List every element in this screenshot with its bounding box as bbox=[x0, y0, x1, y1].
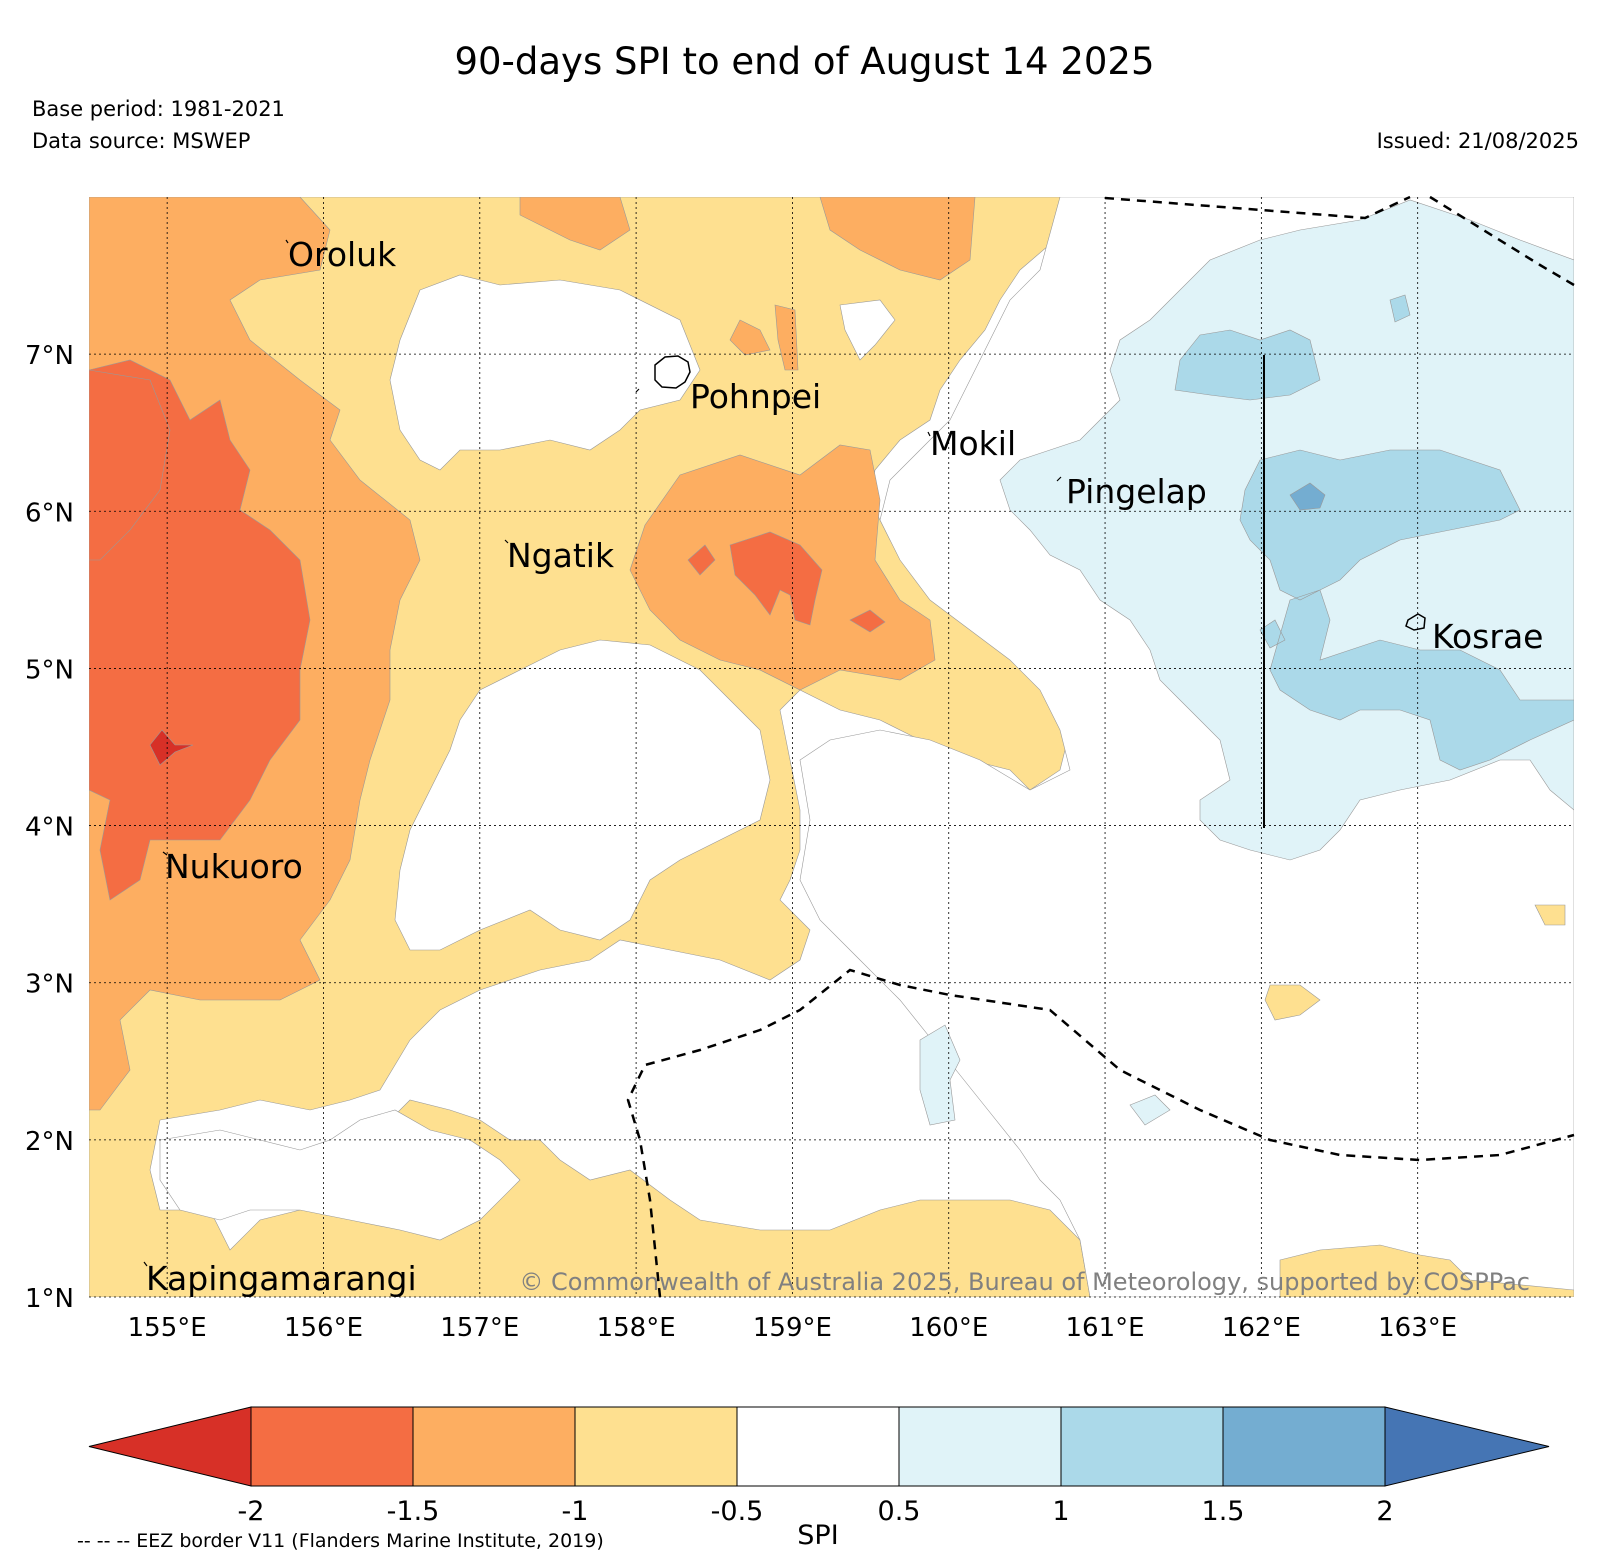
colorbar-tick-label: 1.5 bbox=[1202, 1496, 1245, 1527]
spi-band-dark-red bbox=[149, 729, 194, 766]
place-oroluk: Oroluk bbox=[288, 235, 397, 274]
colorbar-tick-label: -0.5 bbox=[711, 1496, 764, 1527]
place-pingelap: Pingelap bbox=[1066, 472, 1207, 511]
colorbar-tick-label: 1 bbox=[1052, 1496, 1069, 1527]
colorbar-tick-label: -2 bbox=[238, 1496, 265, 1527]
lat-tick-label: 3°N bbox=[25, 970, 74, 1000]
spi-band-neutral-south bbox=[159, 1109, 521, 1241]
colorbar-extend-low bbox=[88, 1406, 252, 1487]
colorbar-segment bbox=[412, 1406, 576, 1487]
place-kapingamarangi: Kapingamarangi bbox=[146, 1259, 417, 1298]
issued-date: Issued: 21/08/2025 bbox=[1376, 129, 1579, 153]
spi-band-dark-blue bbox=[1289, 482, 1326, 511]
map-grid bbox=[89, 197, 1574, 1298]
place-ngatik: Ngatik bbox=[507, 536, 615, 575]
spi-band-red-orange-west bbox=[89, 369, 171, 561]
pohnpei-island bbox=[654, 355, 691, 389]
lon-tick-label: 157°E bbox=[440, 1313, 519, 1343]
colorbar-segment bbox=[1222, 1406, 1386, 1487]
kosrae-island bbox=[1405, 613, 1426, 631]
colorbar-segment bbox=[250, 1406, 414, 1487]
copyright-text: © Commonwealth of Australia 2025, Bureau… bbox=[519, 1268, 1530, 1296]
lat-tick-label: 2°N bbox=[25, 1127, 74, 1157]
lat-tick-label: 5°N bbox=[25, 655, 74, 685]
island-marks bbox=[143, 239, 1062, 1267]
eez-border bbox=[626, 195, 1575, 1298]
spi-band-light-blue-small bbox=[919, 1024, 1171, 1126]
place-pohnpei: Pohnpei bbox=[690, 377, 821, 416]
colorbar-tick-label: -1.5 bbox=[387, 1496, 440, 1527]
lon-tick-label: 161°E bbox=[1066, 1313, 1145, 1343]
colorbar: -2 -1.5 -1 -0.5 0.5 1 1.5 2 bbox=[88, 1406, 1550, 1527]
colorbar-extend-high bbox=[1384, 1406, 1550, 1487]
lon-tick-label: 156°E bbox=[284, 1313, 363, 1343]
spi-band-red-small bbox=[687, 544, 886, 633]
lon-tick-label: 159°E bbox=[753, 1313, 832, 1343]
spi-band-red-central bbox=[729, 531, 823, 626]
place-kosrae: Kosrae bbox=[1432, 617, 1543, 656]
spi-field bbox=[89, 197, 1574, 1297]
place-nukuoro: Nukuoro bbox=[165, 847, 303, 886]
spi-band-medium-blue bbox=[1174, 294, 1574, 771]
lon-tick-label: 162°E bbox=[1222, 1313, 1301, 1343]
lat-tick-label: 6°N bbox=[25, 498, 74, 528]
colorbar-segment bbox=[898, 1406, 1062, 1487]
spi-band-neutral-central bbox=[394, 639, 771, 951]
lon-tick-label: 160°E bbox=[909, 1313, 988, 1343]
lat-tick-label: 7°N bbox=[25, 341, 74, 371]
colorbar-segment bbox=[574, 1406, 738, 1487]
lon-tick-label: 155°E bbox=[128, 1313, 207, 1343]
place-mokil: Mokil bbox=[930, 424, 1016, 463]
eez-note: -- -- -- EEZ border V11 (Flanders Marine… bbox=[77, 1530, 604, 1552]
colorbar-tick-label: -1 bbox=[562, 1496, 589, 1527]
spi-band-orange-north bbox=[519, 197, 976, 371]
lat-tick-label: 1°N bbox=[25, 1284, 74, 1314]
colorbar-segment bbox=[1060, 1406, 1224, 1487]
base-period: Base period: 1981-2021 bbox=[32, 97, 285, 121]
data-source: Data source: MSWEP bbox=[32, 129, 251, 153]
lon-tick-label: 163°E bbox=[1378, 1313, 1457, 1343]
spi-band-neutral-north bbox=[389, 274, 896, 471]
colorbar-segment bbox=[736, 1406, 900, 1487]
lat-tick-label: 4°N bbox=[25, 813, 74, 843]
colorbar-tick-label: 2 bbox=[1376, 1496, 1393, 1527]
map-title: 90-days SPI to end of August 14 2025 bbox=[454, 40, 1155, 83]
spi-band-light-orange-east bbox=[1264, 904, 1574, 1297]
lat-axis: 1°N 2°N 3°N 4°N 5°N 6°N 7°N bbox=[25, 341, 74, 1314]
colorbar-label: SPI bbox=[797, 1520, 838, 1551]
colorbar-tick-label: 0.5 bbox=[878, 1496, 921, 1527]
lon-axis: 155°E 156°E 157°E 158°E 159°E 160°E 161°E 162°E… bbox=[128, 1313, 1458, 1343]
lon-tick-label: 158°E bbox=[597, 1313, 676, 1343]
